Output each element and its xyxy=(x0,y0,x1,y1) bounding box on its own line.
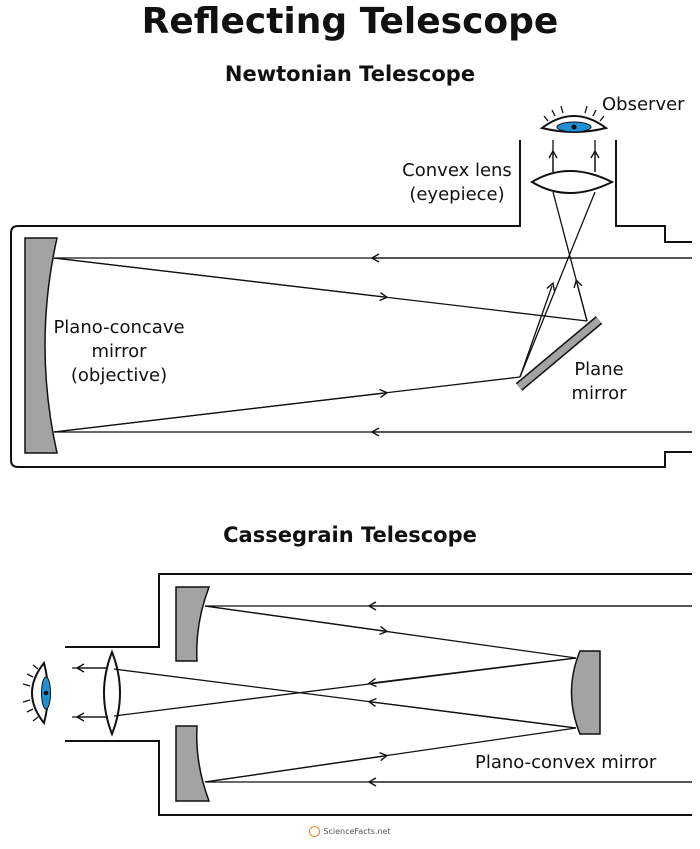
convex-lens-label-line2: (eyepiece) xyxy=(393,183,521,207)
footer-brand: ScienceFacts.net xyxy=(0,826,700,837)
observer-label: Observer xyxy=(602,93,685,117)
observer-eye-icon xyxy=(542,106,606,132)
objective-label-line3: (objective) xyxy=(44,364,194,388)
primary-mirror-upper xyxy=(176,587,209,661)
primary-mirror-lower xyxy=(176,726,209,801)
convex-lens-label: Convex lens (eyepiece) xyxy=(393,159,521,207)
cassegrain-eye-icon xyxy=(23,663,51,723)
objective-label-line1: Plano-concave xyxy=(44,316,194,340)
footer-brand-text: ScienceFacts.net xyxy=(323,827,390,836)
atom-logo-icon xyxy=(309,826,320,837)
plane-mirror-label-line2: mirror xyxy=(559,382,639,406)
objective-label-line2: mirror xyxy=(44,340,194,364)
convex-lens-label-line1: Convex lens xyxy=(393,159,521,183)
plano-convex-mirror-label: Plano-convex mirror xyxy=(475,751,656,775)
newtonian-eyepiece-lens xyxy=(532,171,612,193)
objective-mirror-label: Plano-concave mirror (objective) xyxy=(44,316,194,388)
plane-mirror-label-line1: Plane xyxy=(559,358,639,382)
cassegrain-eyepiece-lens xyxy=(104,652,120,734)
plano-convex-mirror xyxy=(572,651,601,734)
plane-mirror-label: Plane mirror xyxy=(559,358,639,406)
